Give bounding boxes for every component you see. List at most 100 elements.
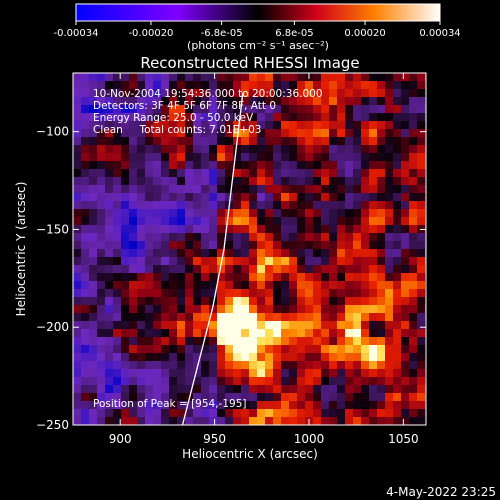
heatmap-cell xyxy=(297,337,305,345)
heatmap-cell xyxy=(353,185,361,193)
heatmap-cell xyxy=(353,121,361,129)
heatmap-cell xyxy=(265,353,273,361)
heatmap-cell xyxy=(121,289,129,297)
heatmap-cell xyxy=(169,121,177,129)
heatmap-cell xyxy=(377,393,385,401)
heatmap-cell xyxy=(321,297,329,305)
heatmap-cell xyxy=(417,377,425,385)
heatmap-cell xyxy=(265,377,273,385)
heatmap-cell xyxy=(369,417,377,425)
heatmap-cell xyxy=(305,249,313,257)
heatmap-cell xyxy=(217,313,225,321)
heatmap-cell xyxy=(121,201,129,209)
heatmap-cell xyxy=(409,257,417,265)
heatmap-cell xyxy=(225,401,233,409)
heatmap-cell xyxy=(121,81,129,89)
heatmap-cell xyxy=(401,217,409,225)
heatmap-cell xyxy=(201,409,209,417)
heatmap-cell xyxy=(265,329,273,337)
colorbar-tick-label: 6.8e-05 xyxy=(275,28,313,39)
heatmap-cell xyxy=(409,401,417,409)
heatmap-cell xyxy=(217,145,225,153)
heatmap-cell xyxy=(377,257,385,265)
heatmap-cell xyxy=(417,417,425,425)
heatmap-cell xyxy=(369,281,377,289)
heatmap-cell xyxy=(401,265,409,273)
heatmap-cell xyxy=(177,369,185,377)
heatmap-cell xyxy=(305,97,313,105)
heatmap-cell xyxy=(201,313,209,321)
heatmap-cell xyxy=(241,249,249,257)
heatmap-cell xyxy=(281,169,289,177)
heatmap-cell xyxy=(377,201,385,209)
heatmap-cell xyxy=(305,105,313,113)
heatmap-cell xyxy=(297,401,305,409)
heatmap-cell xyxy=(385,177,393,185)
heatmap-cell xyxy=(145,265,153,273)
heatmap-cell xyxy=(385,121,393,129)
heatmap-cell xyxy=(361,281,369,289)
heatmap-cell xyxy=(225,305,233,313)
heatmap-cell xyxy=(121,185,129,193)
heatmap-cell xyxy=(297,185,305,193)
heatmap-cell xyxy=(313,105,321,113)
heatmap-cell xyxy=(73,97,81,105)
heatmap-cell xyxy=(209,257,217,265)
heatmap-cell xyxy=(233,97,241,105)
heatmap-cell xyxy=(105,153,113,161)
heatmap-cell xyxy=(209,137,217,145)
heatmap-cell xyxy=(113,377,121,385)
heatmap-cell xyxy=(129,97,137,105)
heatmap-cell xyxy=(161,137,169,145)
heatmap-cell xyxy=(217,329,225,337)
heatmap-cell xyxy=(137,265,145,273)
heatmap-cell xyxy=(169,137,177,145)
heatmap-cell xyxy=(289,81,297,89)
heatmap-cell xyxy=(321,185,329,193)
heatmap-cell xyxy=(193,153,201,161)
heatmap-cell xyxy=(209,297,217,305)
heatmap-cell xyxy=(113,297,121,305)
heatmap-cell xyxy=(241,193,249,201)
heatmap-cell xyxy=(329,297,337,305)
heatmap-cell xyxy=(249,241,257,249)
heatmap-cell xyxy=(185,265,193,273)
heatmap-cell xyxy=(409,225,417,233)
heatmap-cell xyxy=(249,209,257,217)
heatmap-cell xyxy=(257,153,265,161)
heatmap-cell xyxy=(385,73,393,81)
heatmap-cell xyxy=(185,313,193,321)
heatmap-cell xyxy=(177,81,185,89)
heatmap-cell xyxy=(377,377,385,385)
heatmap-cell xyxy=(185,209,193,217)
heatmap-cell xyxy=(129,345,137,353)
heatmap-cell xyxy=(113,121,121,129)
heatmap-cell xyxy=(305,385,313,393)
heatmap-cell xyxy=(289,321,297,329)
heatmap-cell xyxy=(305,273,313,281)
heatmap-cell xyxy=(249,97,257,105)
heatmap-cell xyxy=(185,337,193,345)
heatmap-cell xyxy=(233,417,241,425)
heatmap-cell xyxy=(177,153,185,161)
heatmap-cell xyxy=(233,393,241,401)
heatmap-cell xyxy=(89,377,97,385)
heatmap-cell xyxy=(209,233,217,241)
heatmap-cell xyxy=(105,289,113,297)
heatmap-cell xyxy=(209,225,217,233)
heatmap-cell xyxy=(145,345,153,353)
heatmap-cell xyxy=(361,233,369,241)
heatmap-cell xyxy=(377,353,385,361)
heatmap-cell xyxy=(81,193,89,201)
heatmap-cell xyxy=(377,217,385,225)
heatmap-cell xyxy=(257,249,265,257)
heatmap-cell xyxy=(377,337,385,345)
heatmap-cell xyxy=(249,401,257,409)
heatmap-cell xyxy=(121,281,129,289)
heatmap-cell xyxy=(345,401,353,409)
heatmap-cell xyxy=(193,369,201,377)
heatmap-cell xyxy=(353,393,361,401)
heatmap-cell xyxy=(113,321,121,329)
heatmap-cell xyxy=(377,81,385,89)
heatmap-cell xyxy=(337,249,345,257)
